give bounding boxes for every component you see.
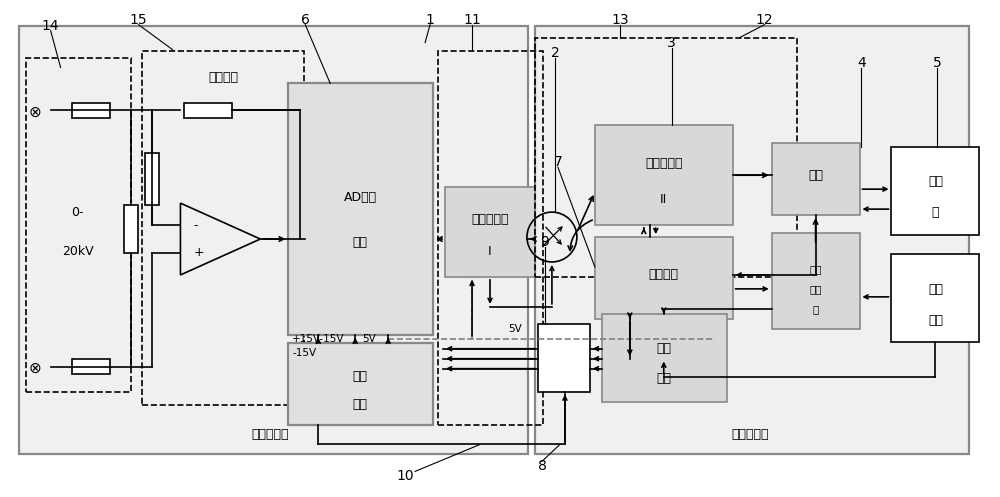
Text: 低压测量端: 低压测量端 [731,428,768,441]
Text: 13: 13 [611,12,629,27]
Bar [772,233,860,329]
Text: ⊗: ⊗ [29,105,41,120]
Bar [72,103,110,118]
Text: +15V-15V: +15V-15V [292,334,345,344]
Text: 4: 4 [857,56,866,70]
Bar [445,187,535,277]
Text: 2: 2 [551,46,559,60]
Text: -15V: -15V [292,348,316,358]
Bar [891,254,979,342]
Text: 11: 11 [463,12,481,27]
Text: 主控模块: 主控模块 [649,268,679,281]
Bar [288,83,433,335]
Bar [602,314,727,402]
Text: 1: 1 [426,12,435,27]
Bar [538,324,590,392]
Text: 9: 9 [540,235,549,249]
Bar [19,26,528,454]
Text: ⊗: ⊗ [29,361,41,376]
Text: 5V: 5V [362,334,376,344]
Bar [145,153,159,205]
Text: 以太: 以太 [809,264,822,274]
Text: 3: 3 [667,36,676,50]
Text: 20kV: 20kV [62,246,93,258]
Text: 光传输模块: 光传输模块 [645,157,683,170]
Bar [26,58,131,392]
Text: 14: 14 [42,18,59,33]
Text: 15: 15 [130,12,147,27]
Text: 5: 5 [933,56,942,70]
Text: 机: 机 [932,206,939,219]
Bar [891,147,979,235]
Text: 工作: 工作 [928,283,943,296]
Text: 调理电路: 调理电路 [208,71,238,84]
Bar [438,51,543,424]
Text: 显示: 显示 [808,168,823,182]
Text: I: I [488,246,492,258]
Text: 高压采样端: 高压采样端 [252,428,289,441]
Bar [72,359,110,374]
Text: II: II [660,193,667,206]
Text: 模块: 模块 [353,236,368,248]
Text: 口: 口 [812,304,819,314]
Bar [535,26,969,454]
Bar [772,143,860,215]
Bar [124,205,138,253]
Text: 模块: 模块 [656,372,671,385]
Text: 5V: 5V [508,324,522,334]
Text: 6: 6 [301,12,310,27]
Bar [288,343,433,424]
Text: 模块: 模块 [353,398,368,411]
Text: 12: 12 [756,12,773,27]
Text: 网接: 网接 [809,284,822,294]
Text: 电源: 电源 [353,370,368,383]
Bar [142,51,304,405]
Bar [595,237,733,319]
Text: 10: 10 [396,469,414,484]
Text: -: - [193,219,198,232]
Bar [595,125,733,225]
Text: 8: 8 [538,459,546,473]
Text: 0-: 0- [71,206,84,219]
Text: 电源: 电源 [928,314,943,328]
Text: 上位: 上位 [928,174,943,188]
Text: 光传输模块: 光传输模块 [471,213,509,226]
Text: 发光: 发光 [656,342,671,355]
Bar [535,38,797,277]
Bar [184,103,232,118]
Text: AD转换: AD转换 [344,191,377,204]
Text: +: + [193,247,204,259]
Text: 7: 7 [554,155,562,169]
